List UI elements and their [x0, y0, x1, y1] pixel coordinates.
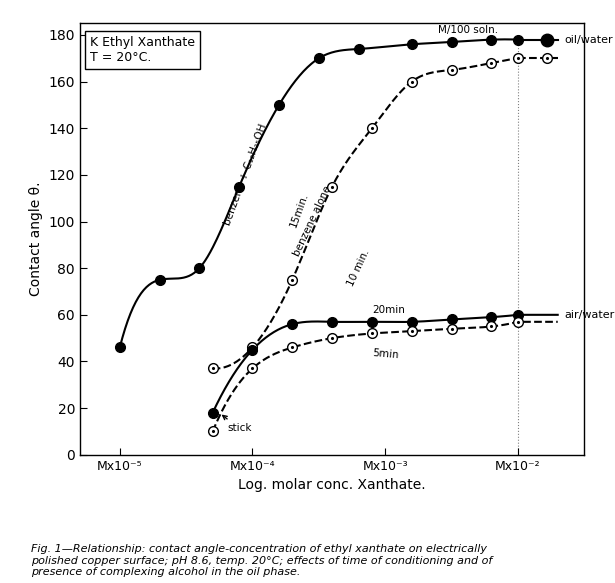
- Y-axis label: Contact angle θ.: Contact angle θ.: [29, 182, 43, 296]
- Text: K Ethyl Xanthate
T = 20°C.: K Ethyl Xanthate T = 20°C.: [90, 36, 195, 64]
- Text: Fig. 1—Relationship: contact angle-concentration of ethyl xanthate on electrical: Fig. 1—Relationship: contact angle-conce…: [31, 544, 492, 577]
- Text: M/100 soln.: M/100 soln.: [438, 25, 498, 35]
- Text: 15min.: 15min.: [288, 191, 310, 229]
- Text: stick: stick: [223, 416, 252, 433]
- Text: 10 min.: 10 min.: [346, 248, 371, 288]
- Text: air/water: air/water: [565, 310, 614, 320]
- Text: 20min: 20min: [372, 305, 405, 315]
- Text: 5min: 5min: [372, 348, 399, 361]
- Text: oil/water: oil/water: [565, 34, 613, 45]
- X-axis label: Log. molar conc. Xanthate.: Log. molar conc. Xanthate.: [238, 478, 426, 492]
- Text: benzene + C₁₂H₂₅OH: benzene + C₁₂H₂₅OH: [223, 123, 269, 227]
- Text: benzene alone: benzene alone: [292, 185, 333, 258]
